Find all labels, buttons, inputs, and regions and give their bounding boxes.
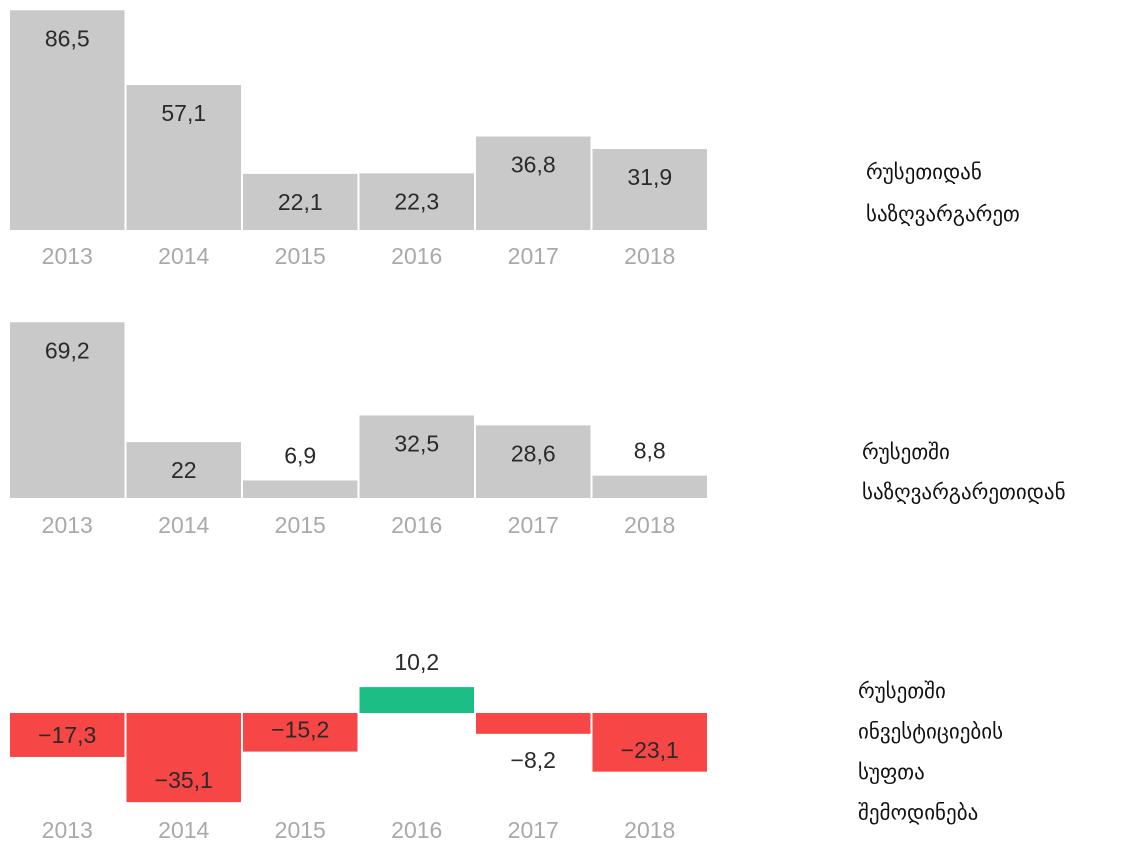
bar [126, 84, 241, 230]
bar [10, 322, 125, 498]
chart-title: ინვესტიციების [858, 720, 1003, 744]
x-tick-label: 2013 [42, 243, 93, 269]
x-tick-label: 2017 [508, 243, 559, 269]
chart-title: საზღვარგარეთ [866, 202, 1020, 226]
chart-title: სუფთა [858, 760, 925, 784]
value-label: 32,5 [394, 431, 439, 457]
value-label: 22,3 [394, 188, 439, 214]
bar [359, 173, 474, 230]
bar [592, 475, 707, 498]
x-tick-label: 2014 [158, 512, 209, 538]
value-label: 69,2 [45, 337, 90, 363]
value-label: 86,5 [45, 25, 90, 51]
value-label: 28,6 [511, 440, 556, 466]
x-tick-label: 2015 [275, 243, 326, 269]
bar [126, 713, 241, 803]
bar [243, 480, 358, 498]
x-tick-label: 2018 [624, 243, 675, 269]
x-tick-label: 2013 [42, 817, 93, 843]
bar [592, 148, 707, 230]
x-tick-label: 2018 [624, 817, 675, 843]
bar [243, 713, 358, 752]
x-tick-label: 2018 [624, 512, 675, 538]
chart-title: რუსეთში [858, 679, 946, 703]
value-label: −15,2 [271, 717, 329, 743]
value-label: 31,9 [627, 164, 672, 190]
value-label: −8,2 [511, 747, 556, 773]
value-label: 57,1 [161, 100, 206, 126]
x-tick-label: 2016 [391, 243, 442, 269]
chart-title: რუსეთიდან [866, 160, 982, 184]
bar [126, 442, 241, 498]
bar [476, 136, 591, 230]
x-tick-label: 2014 [158, 243, 209, 269]
chart-title: რუსეთში [862, 440, 950, 464]
x-tick-label: 2017 [508, 817, 559, 843]
bar [10, 10, 125, 231]
bar [476, 425, 591, 498]
value-label: 36,8 [511, 152, 556, 178]
value-label: 8,8 [634, 438, 666, 464]
x-tick-label: 2016 [391, 512, 442, 538]
x-tick-label: 2013 [42, 512, 93, 538]
value-label: −35,1 [155, 767, 213, 793]
value-label: 22,1 [278, 189, 323, 215]
bar [243, 173, 358, 230]
value-label: −23,1 [621, 737, 679, 763]
value-label: 10,2 [394, 649, 439, 675]
x-tick-label: 2014 [158, 817, 209, 843]
chart-title: საზღვარგარეთიდან [862, 480, 1066, 504]
x-tick-label: 2016 [391, 817, 442, 843]
bar [359, 415, 474, 498]
bar [592, 713, 707, 772]
bar [359, 687, 474, 713]
value-label: 22 [171, 457, 197, 483]
bar [10, 713, 125, 757]
x-tick-label: 2017 [508, 512, 559, 538]
bar [476, 713, 591, 734]
x-tick-label: 2015 [275, 817, 326, 843]
value-label: −17,3 [38, 722, 96, 748]
chart-title: შემოდინება [858, 801, 978, 825]
x-tick-label: 2015 [275, 512, 326, 538]
value-label: 6,9 [284, 443, 316, 469]
